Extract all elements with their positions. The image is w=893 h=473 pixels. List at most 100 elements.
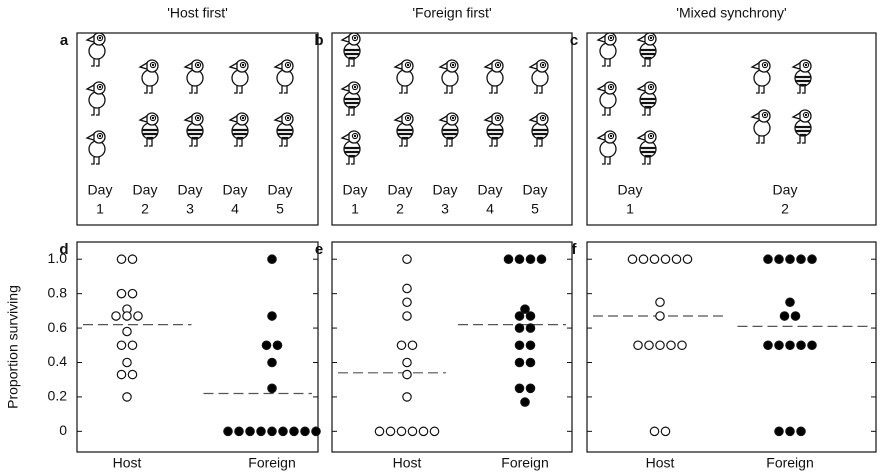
- data-point: [796, 254, 806, 265]
- bird-beak: [750, 61, 760, 70]
- data-point: [514, 254, 525, 265]
- bird-pupil: [763, 63, 767, 67]
- bird-pupil: [98, 134, 102, 138]
- data-point: [536, 254, 547, 265]
- data-point: [116, 340, 127, 351]
- data-point: [655, 311, 665, 321]
- bird-beak: [273, 114, 283, 123]
- x-tick-label: Foreign: [248, 455, 295, 471]
- bird-pupil: [151, 116, 155, 120]
- bird-beak: [138, 61, 148, 70]
- bird-icon: [340, 81, 361, 116]
- bird-pupil: [496, 63, 500, 67]
- bird-beak: [791, 61, 801, 70]
- bird-pupil: [286, 116, 290, 120]
- data-point: [525, 323, 536, 333]
- bird-icon: [483, 59, 504, 94]
- bird-legs: [489, 86, 498, 94]
- data-point: [627, 254, 638, 265]
- bird-pupil: [406, 63, 410, 67]
- data-point: [660, 426, 671, 437]
- day-number: 5: [531, 201, 539, 217]
- bird-pupil: [649, 85, 653, 89]
- bird-body: [531, 69, 549, 87]
- data-point: [671, 254, 682, 265]
- bird-beak: [138, 114, 148, 123]
- bird-icon: [636, 32, 657, 67]
- bird-legs: [91, 108, 100, 116]
- bird-legs: [602, 157, 611, 165]
- data-point: [116, 369, 127, 380]
- panel-letter: b: [314, 32, 323, 49]
- panel-letter: f: [572, 241, 578, 258]
- bird-beak: [393, 114, 403, 123]
- data-point: [402, 254, 412, 265]
- data-point: [525, 357, 536, 368]
- bird-legs: [534, 139, 543, 147]
- bird-pupil: [496, 116, 500, 120]
- bird-body: [753, 69, 771, 87]
- bird-legs: [797, 136, 806, 144]
- bird-body: [486, 69, 504, 87]
- day-number: 1: [351, 201, 359, 217]
- panel-title: 'Host first': [167, 5, 228, 21]
- bird-legs: [399, 139, 408, 147]
- data-point: [655, 340, 665, 351]
- bird-icon: [750, 59, 771, 94]
- data-point: [127, 340, 138, 351]
- data-point: [655, 297, 665, 308]
- data-point: [796, 426, 806, 437]
- bird-body: [599, 42, 617, 60]
- day-number: 4: [231, 201, 239, 217]
- bird-body: [753, 119, 771, 137]
- data-point: [311, 426, 321, 437]
- data-point: [122, 326, 132, 337]
- bird-icon: [596, 32, 617, 67]
- data-point: [402, 369, 412, 380]
- bird-beak: [340, 83, 350, 92]
- bird-pupil: [353, 134, 357, 138]
- data-point: [514, 340, 525, 351]
- data-point: [256, 426, 266, 437]
- data-point: [774, 426, 784, 437]
- bird-icon: [596, 81, 617, 116]
- data-point: [223, 426, 233, 437]
- bird-beak: [340, 34, 350, 43]
- data-point: [774, 340, 784, 351]
- data-point: [267, 357, 277, 368]
- bird-legs: [642, 108, 651, 116]
- bird-legs: [444, 139, 453, 147]
- bird-pupil: [451, 63, 455, 67]
- bird-pupil: [451, 116, 455, 120]
- data-point: [779, 311, 790, 321]
- bird-beak: [228, 114, 238, 123]
- bird-beak: [228, 61, 238, 70]
- data-point: [774, 254, 784, 265]
- bird-icon: [273, 112, 294, 147]
- data-point: [514, 357, 525, 368]
- day-label: Day: [343, 182, 368, 198]
- bird-legs: [756, 136, 765, 144]
- bird-body: [276, 69, 294, 87]
- day-number: 3: [441, 201, 449, 217]
- data-point: [407, 426, 418, 437]
- data-point: [127, 369, 138, 380]
- bird-body: [186, 69, 204, 87]
- data-point: [402, 283, 412, 294]
- bird-pupil: [804, 113, 808, 117]
- bird-body: [441, 69, 459, 87]
- data-point: [234, 426, 244, 437]
- data-point: [638, 254, 649, 265]
- bird-legs: [189, 139, 198, 147]
- bird-beak: [636, 83, 646, 92]
- bird-body: [599, 91, 617, 109]
- bird-beak: [483, 114, 493, 123]
- bird-legs: [346, 59, 355, 67]
- day-label: Day: [773, 182, 798, 198]
- bird-icon: [85, 81, 106, 116]
- data-point: [396, 340, 407, 351]
- data-point: [763, 340, 773, 351]
- bird-legs: [279, 86, 288, 94]
- data-point: [111, 311, 121, 321]
